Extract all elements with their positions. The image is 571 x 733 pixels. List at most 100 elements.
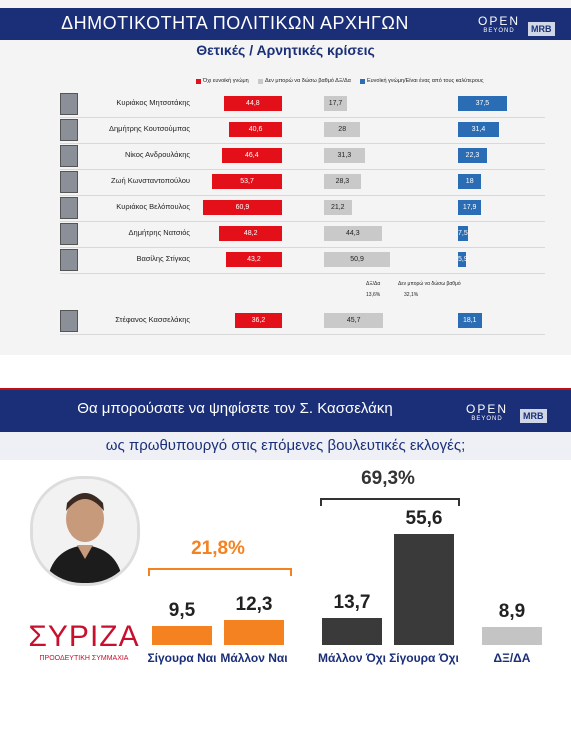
vote-value-label: 9,5 — [168, 600, 196, 621]
mrb-logo: MRB — [528, 22, 555, 36]
leader-row: Δημήτρης Κουτσούμπας 40,6 28 31,4 — [60, 117, 545, 144]
vote-bar — [322, 617, 382, 645]
positive-bar: 5,9 — [458, 252, 468, 267]
positive-bar: 7,5 — [458, 226, 468, 241]
party-subtitle: ΠΡΟΟΔΕΥΤΙΚΗ ΣΥΜΜΑΧΙΑ — [39, 655, 129, 662]
neutral-bar: 28 — [324, 122, 361, 137]
leader-row: Ζωή Κωνσταντοπούλου 53,7 28,3 18 — [60, 169, 545, 196]
neutral-bar: 31,3 — [324, 148, 365, 163]
note-cant-value: 32,1% — [404, 292, 419, 298]
leader-photo — [60, 310, 78, 332]
group-label-no: 69,3% — [361, 468, 415, 489]
negative-bar: 36,2 — [234, 313, 282, 328]
legend-swatch — [360, 78, 365, 84]
open-logo-text: OPEN — [466, 402, 509, 416]
leader-photo — [60, 145, 78, 167]
leader-row: Κυριάκος Βελόπουλος 60,9 21,2 17,9 — [60, 195, 545, 222]
group-bracket-no — [320, 498, 460, 506]
panel2-header: Θα μπορούσατε να ψηφίσετε τον Σ. Κασσελά… — [0, 388, 571, 434]
leader-photo — [60, 197, 78, 219]
leader-photo — [60, 249, 78, 271]
group-bracket-yes — [148, 568, 292, 576]
open-logo-sub: BEYOND — [471, 416, 503, 422]
vote-bar — [224, 620, 284, 645]
leader-photo — [60, 119, 78, 141]
leader-row: Κυριάκος Μητσοτάκης 44,8 17,7 37,5 — [60, 91, 545, 118]
vote-value-label: 8,9 — [498, 601, 526, 623]
leader-name: Δημήτρης Κουτσούμπας — [108, 124, 190, 133]
positive-bar: 18 — [458, 174, 482, 189]
mrb-logo: MRB — [520, 409, 547, 423]
positive-bar: 31,4 — [458, 122, 499, 137]
legend-swatch — [258, 78, 263, 84]
positive-bar: 22,3 — [458, 148, 487, 163]
leader-row: Βασίλης Στίγκας 43,2 50,9 5,9 — [60, 247, 545, 274]
vote-value-label: 55,6 — [405, 507, 443, 529]
neutral-bar: 50,9 — [324, 252, 391, 267]
negative-bar: 60,9 — [202, 200, 282, 215]
leader-name: Βασίλης Στίγκας — [136, 254, 190, 263]
legend-label: Δεν μπορώ να δώσω βαθμό ΔΞ/Δα — [265, 78, 351, 84]
legend-item-positive: Ευνοϊκή γνώμη/Είναι ένας από τους καλύτε… — [360, 78, 484, 84]
negative-bar: 46,4 — [221, 148, 282, 163]
vote-category-label: Μάλλον Ναι — [220, 651, 288, 665]
negative-bar: 44,8 — [223, 96, 282, 111]
neutral-bar: 45,7 — [324, 313, 384, 328]
vote-category-label: Μάλλον Όχι — [317, 651, 387, 665]
vote-bar — [152, 626, 212, 645]
leader-photo — [60, 171, 78, 193]
leaders-popularity-panel: ΔΗΜΟΤΙΚΟΤΗΤΑ ΠΟΛΙΤΙΚΩΝ ΑΡΧΗΓΩΝ OPEN BEYON… — [0, 0, 571, 355]
open-logo: OPEN BEYOND — [478, 14, 520, 34]
negative-bar: 48,2 — [219, 226, 282, 241]
vote-value-label: 13,7 — [333, 591, 371, 613]
panel2-question: Θα μπορούσατε να ψηφίσετε τον Σ. Κασσελά… — [77, 400, 393, 417]
leader-row: Στέφανος Κασσελάκης 36,2 45,7 18,1 — [60, 308, 545, 335]
leader-name: Ζωή Κωνσταντοπούλου — [111, 176, 190, 185]
positive-bar: 37,5 — [458, 96, 507, 111]
positive-bar: 17,9 — [458, 200, 482, 215]
panel1-subtitle: Θετικές / Αρνητικές κρίσεις — [196, 42, 375, 58]
vote-bar — [394, 533, 454, 645]
note-dxda-label: ΔΞ/Δα — [366, 281, 381, 287]
leader-name: Στέφανος Κασσελάκης — [115, 315, 190, 324]
group-label-yes: 21,8% — [191, 538, 245, 559]
negative-bar: 43,2 — [225, 252, 282, 267]
party-logo: ΣΥΡΙΖΑ — [28, 620, 140, 653]
legend-swatch — [196, 78, 201, 84]
legend-label: Ευνοϊκή γνώμη/Είναι ένας από τους καλύτε… — [367, 78, 484, 84]
positive-bar: 18,1 — [458, 313, 482, 328]
vote-category-label: Σίγουρα Όχι — [389, 651, 459, 665]
leader-photo — [60, 223, 78, 245]
open-logo: OPEN BEYOND — [466, 402, 508, 422]
vote-value-label: 12,3 — [235, 594, 273, 616]
panel1-title: ΔΗΜΟΤΙΚΟΤΗΤΑ ΠΟΛΙΤΙΚΩΝ ΑΡΧΗΓΩΝ — [61, 13, 409, 33]
leader-row: Δημήτρης Νατσιός 48,2 44,3 7,5 — [60, 221, 545, 248]
legend-item-neutral: Δεν μπορώ να δώσω βαθμό ΔΞ/Δα — [258, 78, 351, 84]
neutral-bar: 28,3 — [324, 174, 361, 189]
open-logo-text: OPEN — [478, 14, 521, 28]
panel1-header: ΔΗΜΟΤΙΚΟΤΗΤΑ ΠΟΛΙΤΙΚΩΝ ΑΡΧΗΓΩΝ OPEN BEYON… — [0, 8, 571, 40]
legend-label: Όχι ευνοϊκή γνώμη — [203, 78, 249, 84]
negative-bar: 53,7 — [212, 174, 282, 189]
leader-name: Δημήτρης Νατσιός — [128, 228, 190, 237]
open-logo-sub: BEYOND — [483, 28, 515, 34]
note-cant-label: Δεν μπορώ να δώσω βαθμό — [398, 281, 461, 287]
vote-category-label: ΔΞ/ΔΑ — [493, 651, 531, 665]
leader-photo — [60, 93, 78, 115]
panel2-subquestion: ως πρωθυπουργό στις επόμενες βουλευτικές… — [0, 432, 571, 460]
candidate-portrait — [30, 476, 140, 586]
note-dxda-value: 13,6% — [366, 292, 381, 298]
vote-kasselakis-panel: Θα μπορούσατε να ψηφίσετε τον Σ. Κασσελά… — [0, 380, 571, 733]
leader-row: Νίκος Ανδρουλάκης 46,4 31,3 22,3 — [60, 143, 545, 170]
neutral-bar: 17,7 — [324, 96, 347, 111]
vote-category-label: Σίγουρα Ναι — [147, 651, 217, 665]
legend-item-negative: Όχι ευνοϊκή γνώμη — [196, 78, 249, 84]
vote-bar — [482, 627, 542, 645]
neutral-bar: 21,2 — [324, 200, 352, 215]
leader-name: Νίκος Ανδρουλάκης — [124, 150, 190, 159]
leader-name: Κυριάκος Βελόπουλος — [116, 202, 190, 211]
person-icon — [33, 479, 137, 583]
negative-bar: 40,6 — [229, 122, 282, 137]
neutral-bar: 44,3 — [324, 226, 382, 241]
leader-name: Κυριάκος Μητσοτάκης — [116, 98, 190, 107]
